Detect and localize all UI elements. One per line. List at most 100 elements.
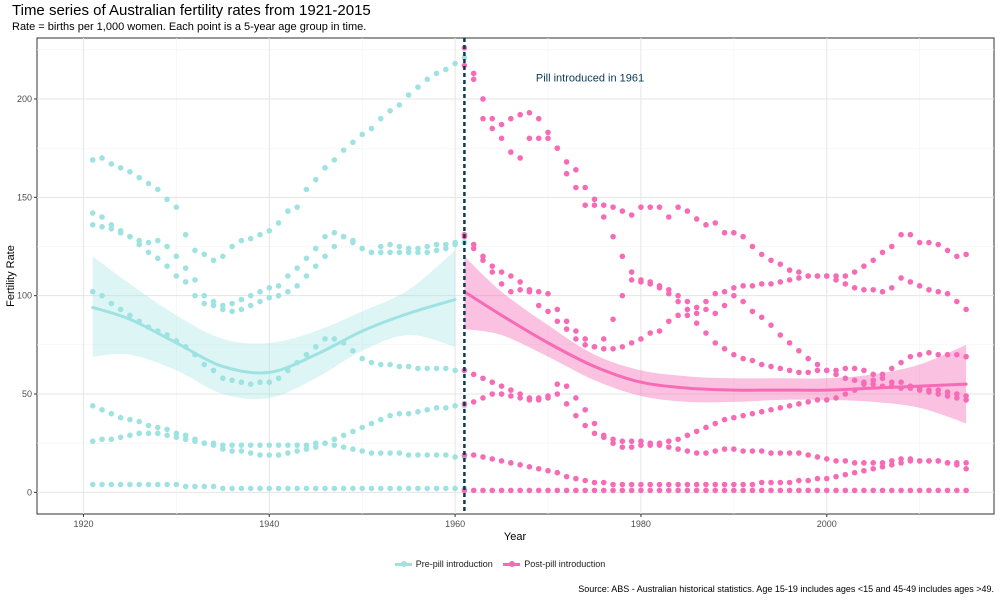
point-post-pill <box>480 96 486 102</box>
point-post-pill <box>470 452 477 458</box>
point-pre-pill <box>173 430 180 437</box>
point-post-pill <box>619 292 626 299</box>
point-post-pill <box>805 477 811 484</box>
point-post-pill <box>861 286 867 293</box>
point-post-pill <box>777 279 784 285</box>
point-pre-pill <box>257 231 263 238</box>
point-pre-pill <box>89 157 96 163</box>
point-pre-pill <box>452 239 458 246</box>
point-post-pill <box>777 487 784 494</box>
point-post-pill <box>610 316 616 323</box>
point-post-pill <box>591 479 598 486</box>
point-post-pill <box>823 456 830 462</box>
point-post-pill <box>573 475 579 482</box>
point-post-pill <box>554 487 561 494</box>
point-post-pill <box>731 229 737 236</box>
point-post-pill <box>935 487 942 494</box>
point-post-pill <box>508 487 514 494</box>
point-post-pill <box>796 477 802 484</box>
point-pre-pill <box>164 432 170 439</box>
point-post-pill <box>777 332 784 338</box>
point-pre-pill <box>220 306 226 313</box>
point-post-pill <box>619 208 626 214</box>
point-post-pill <box>535 395 542 401</box>
point-post-pill <box>656 442 663 448</box>
legend-dot-post-pill <box>509 561 516 567</box>
point-pre-pill <box>127 416 133 423</box>
point-pre-pill <box>424 249 431 256</box>
point-pre-pill <box>377 243 384 250</box>
point-post-pill <box>666 290 672 297</box>
point-pre-pill <box>220 253 226 260</box>
point-pre-pill <box>238 379 245 386</box>
point-post-pill <box>498 281 505 287</box>
point-post-pill <box>796 487 802 494</box>
point-post-pill <box>628 269 635 275</box>
point-pre-pill <box>433 365 440 372</box>
point-pre-pill <box>220 375 226 382</box>
point-post-pill <box>777 479 784 486</box>
point-pre-pill <box>182 265 189 271</box>
point-pre-pill <box>229 377 235 384</box>
pill-introduction-annotation: Pill introduced in 1961 <box>536 72 644 84</box>
point-pre-pill <box>182 231 189 238</box>
point-pre-pill <box>154 424 161 431</box>
point-post-pill <box>563 473 570 480</box>
point-pre-pill <box>405 92 412 98</box>
point-post-pill <box>480 257 486 264</box>
point-post-pill <box>693 216 700 222</box>
point-post-pill <box>814 487 821 494</box>
point-pre-pill <box>89 210 96 216</box>
point-post-pill <box>916 283 923 289</box>
point-pre-pill <box>285 208 291 214</box>
y-tick-label: 100 <box>17 291 32 301</box>
legend-item-post-pill: Post-pill introduction <box>503 559 605 569</box>
point-pre-pill <box>201 300 208 307</box>
point-post-pill <box>703 306 709 313</box>
point-post-pill <box>610 481 616 488</box>
point-post-pill <box>758 408 765 415</box>
point-pre-pill <box>266 442 273 448</box>
point-pre-pill <box>415 485 421 492</box>
point-pre-pill <box>127 432 133 439</box>
point-post-pill <box>675 487 681 494</box>
point-post-pill <box>712 487 719 494</box>
point-post-pill <box>786 487 793 494</box>
point-post-pill <box>675 436 681 443</box>
point-post-pill <box>721 288 728 295</box>
point-pre-pill <box>145 249 152 256</box>
point-pre-pill <box>377 249 384 256</box>
point-post-pill <box>758 251 765 258</box>
point-post-pill <box>554 391 561 397</box>
point-pre-pill <box>229 485 235 492</box>
point-pre-pill <box>368 359 375 366</box>
point-pre-pill <box>303 186 310 193</box>
point-pre-pill <box>229 442 235 448</box>
point-pre-pill <box>322 440 328 446</box>
point-post-pill <box>545 395 551 401</box>
point-post-pill <box>758 361 765 368</box>
point-pre-pill <box>396 249 403 256</box>
point-pre-pill <box>322 336 328 342</box>
point-post-pill <box>777 404 784 411</box>
point-post-pill <box>768 479 774 486</box>
point-pre-pill <box>331 243 338 250</box>
point-post-pill <box>935 391 942 397</box>
legend-item-pre-pill: Pre-pill introduction <box>394 559 493 569</box>
point-pre-pill <box>145 239 152 246</box>
point-post-pill <box>842 471 849 478</box>
point-pre-pill <box>312 344 319 350</box>
point-pre-pill <box>396 450 403 456</box>
point-post-pill <box>842 273 849 279</box>
point-post-pill <box>563 170 570 177</box>
point-post-pill <box>916 458 923 464</box>
point-pre-pill <box>452 454 458 460</box>
point-post-pill <box>489 487 496 494</box>
point-post-pill <box>591 430 598 437</box>
point-post-pill <box>563 487 570 494</box>
point-post-pill <box>963 465 969 472</box>
point-post-pill <box>777 365 784 372</box>
x-tick-label: 1980 <box>631 519 651 529</box>
point-pre-pill <box>108 225 115 232</box>
point-post-pill <box>851 377 858 384</box>
